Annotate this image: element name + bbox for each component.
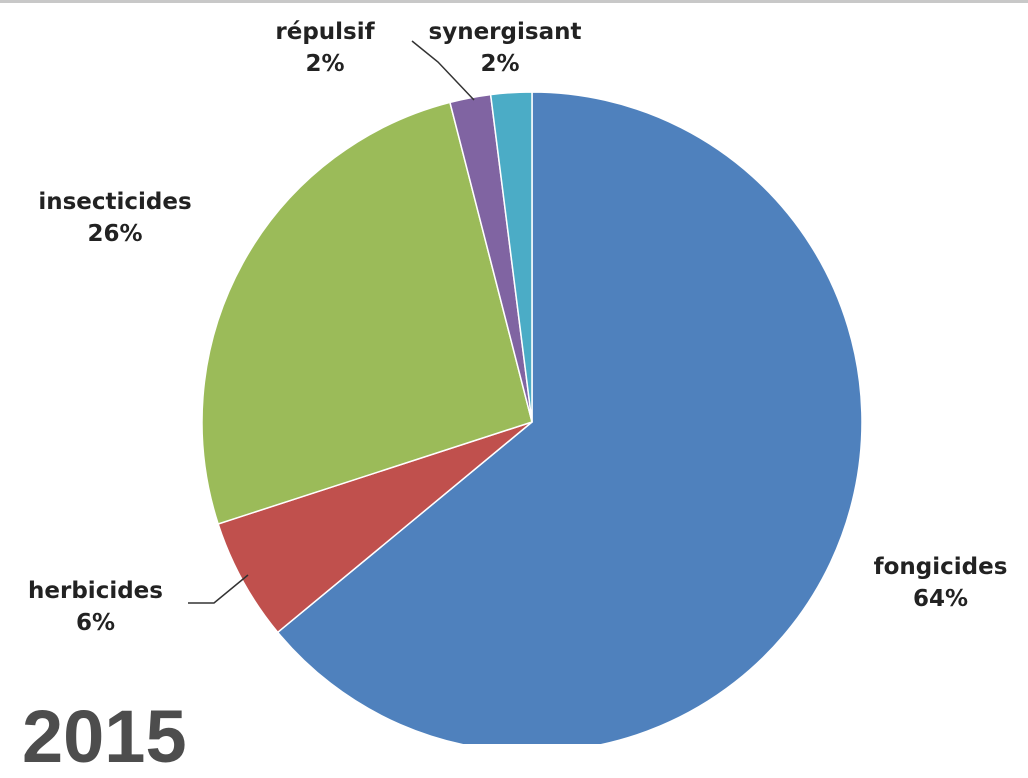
label-herbicides-value: 6%	[75, 610, 116, 636]
pie-chart	[188, 40, 863, 744]
label-synergisant: synergisant 2%	[405, 16, 605, 80]
pie-slice-herbicides	[217, 421, 533, 634]
label-herbicides: herbicides 6%	[8, 575, 183, 639]
pie-slice-synergisant	[489, 91, 533, 423]
pie-slice-fongicides	[276, 91, 863, 744]
label-synergisant-name: synergisant	[428, 19, 582, 45]
leader-line-synergisant	[411, 40, 475, 101]
label-herbicides-name: herbicides	[28, 578, 163, 604]
label-fongicides: fongicides 64%	[853, 551, 1028, 615]
label-repulsif-name: répulsif	[275, 19, 375, 45]
year-caption: 2015	[22, 695, 187, 778]
label-fongicides-value: 64%	[912, 586, 969, 612]
label-repulsif: répulsif 2%	[245, 16, 405, 80]
top-border	[0, 0, 1028, 3]
label-synergisant-value: 2%	[480, 51, 520, 77]
label-insecticides-value: 26%	[87, 221, 143, 247]
label-fongicides-name: fongicides	[873, 554, 1008, 580]
leader-line-herbicides	[188, 574, 249, 604]
label-insecticides-name: insecticides	[38, 189, 192, 215]
label-insecticides: insecticides 26%	[20, 186, 210, 250]
pie-slice-insecticides	[201, 101, 533, 525]
label-repulsif-value: 2%	[305, 51, 345, 77]
